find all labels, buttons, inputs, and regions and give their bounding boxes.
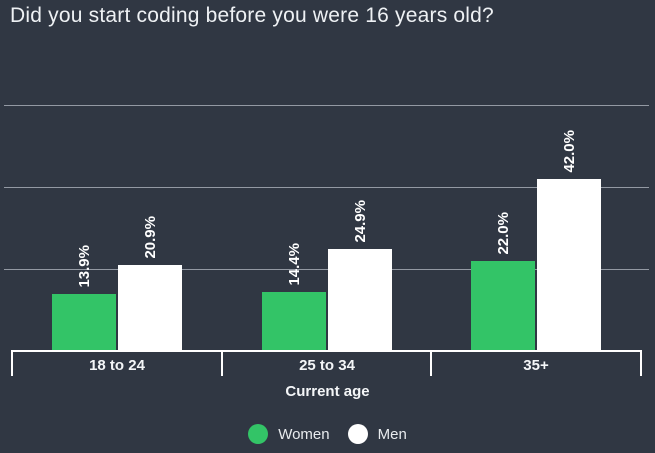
gridline-40-percent — [4, 187, 649, 188]
category-label-18-to-24: 18 to 24 — [89, 357, 145, 374]
axis-tick — [640, 351, 642, 376]
bar-value-label-wrap: 42.0% — [537, 130, 601, 173]
axis-tick — [11, 351, 13, 376]
gridline-60-percent — [4, 105, 649, 106]
bar-women-18-to-24 — [52, 294, 116, 351]
bar-value-label-wrap: 22.0% — [471, 212, 535, 255]
bar-value-label-wrap: 24.9% — [328, 200, 392, 243]
legend-item-women: Women — [248, 424, 330, 444]
bar-value-label: 13.9% — [75, 245, 93, 288]
bar-women-25-to-34 — [262, 292, 326, 351]
category-label-25-to-34: 25 to 34 — [299, 357, 355, 374]
bar-value-label-wrap: 20.9% — [118, 216, 182, 259]
bar-value-label-wrap: 13.9% — [52, 245, 116, 288]
gridline-20-percent — [4, 269, 649, 270]
bar-value-label: 14.4% — [285, 243, 303, 286]
legend-marker-women — [248, 424, 269, 444]
legend-label-men: Men — [377, 425, 407, 443]
bar-value-label: 24.9% — [351, 200, 369, 243]
bar-men-35+ — [537, 179, 601, 351]
bar-women-35+ — [471, 261, 535, 351]
legend-label-women: Women — [278, 425, 330, 443]
bar-men-18-to-24 — [118, 265, 182, 351]
x-axis-title: Current age — [285, 383, 370, 400]
bar-value-label-wrap: 14.4% — [262, 243, 326, 286]
bar-men-25-to-34 — [328, 249, 392, 351]
chart-title: Did you start coding before you were 16 … — [10, 4, 494, 27]
bar-value-label: 42.0% — [560, 130, 578, 173]
legend: Women Men — [0, 424, 655, 444]
axis-tick — [221, 351, 223, 376]
axis-tick — [430, 351, 432, 376]
bar-value-label: 22.0% — [494, 212, 512, 255]
bar-value-label: 20.9% — [141, 216, 159, 259]
x-axis-line — [11, 350, 642, 352]
category-label-35+: 35+ — [523, 357, 549, 374]
legend-marker-men — [347, 424, 368, 444]
legend-item-men: Men — [347, 424, 407, 444]
